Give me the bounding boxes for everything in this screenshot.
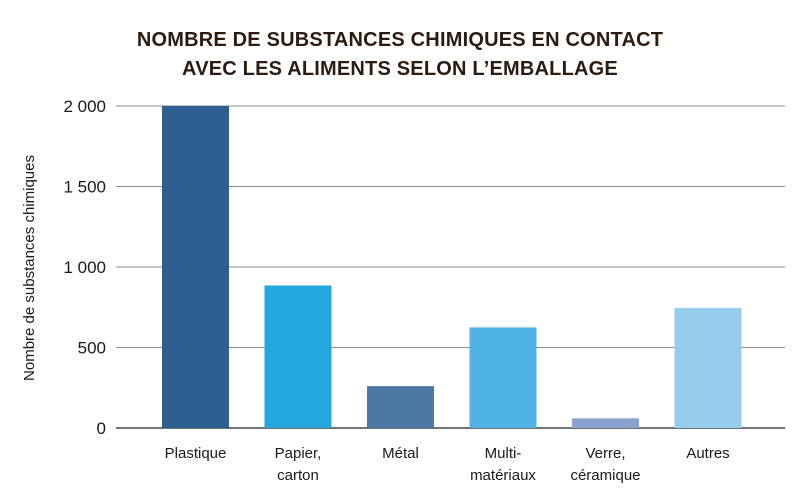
x-category-label: Papier, carton [275, 445, 322, 484]
bar [572, 418, 639, 428]
x-category-label-line: Verre, [585, 445, 625, 462]
bar [674, 308, 742, 428]
x-category-label-line: Autres [686, 445, 729, 462]
x-category-label-line: carton [277, 467, 319, 484]
y-tick-label: 500 [78, 339, 106, 358]
bars [162, 106, 742, 428]
y-axis-ticks: 0 500 1 000 1 500 2 000 [63, 97, 106, 438]
chart-title-line-2: AVEC LES ALIMENTS SELON L’EMBALLAGE [182, 58, 618, 80]
x-category-label-line: Métal [382, 445, 419, 462]
bar [162, 106, 229, 428]
x-axis-categories: Plastique Papier, carton Métal Multi-matéria… [165, 445, 730, 484]
x-category-label: Plastique [165, 445, 227, 462]
y-tick-label: 0 [97, 419, 106, 438]
x-category-label-line: céramique [570, 467, 640, 484]
y-tick-label: 1 500 [63, 178, 106, 197]
y-axis-label: Nombre de substances chimiques [21, 155, 38, 381]
x-category-label-line: Papier, [275, 445, 322, 462]
x-category-label: Multi-matériaux [470, 445, 536, 484]
x-category-label-line: matériaux [470, 467, 536, 484]
chart-title: NOMBRE DE SUBSTANCES CHIMIQUES EN CONTAC… [0, 26, 800, 84]
x-category-label-line: Multi- [485, 445, 522, 462]
x-category-label: Verre, céramique [570, 445, 640, 484]
y-tick-label: 2 000 [63, 97, 106, 116]
bar [367, 386, 434, 428]
x-category-label: Autres [686, 445, 729, 462]
x-category-label-line: Plastique [165, 445, 227, 462]
bar [264, 285, 332, 428]
y-tick-label: 1 000 [63, 258, 106, 277]
chart-title-line-1: NOMBRE DE SUBSTANCES CHIMIQUES EN CONTAC… [136, 29, 664, 51]
bar [469, 327, 537, 428]
x-category-label: Métal [382, 445, 419, 462]
